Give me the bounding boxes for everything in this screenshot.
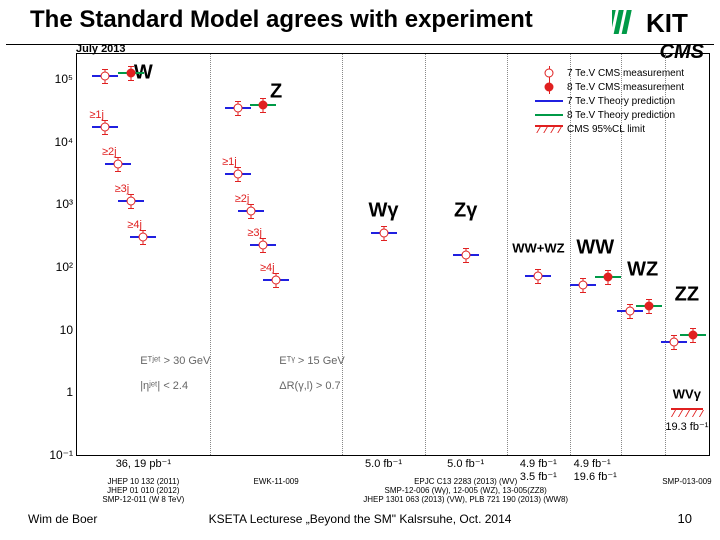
point-label: ≥3j bbox=[247, 227, 262, 239]
column-divider bbox=[210, 54, 211, 455]
column-lumi: 5.0 fb⁻¹ bbox=[447, 457, 484, 470]
column-ref: JHEP 10 132 (2011)JHEP 01 010 (2012)SMP-… bbox=[102, 477, 184, 504]
legend-label: 7 Te.V CMS measurement bbox=[567, 68, 684, 79]
y-tick-label: 1 bbox=[66, 385, 77, 399]
cut-note: Eᵀʲᵉᵗ > 30 GeV bbox=[140, 355, 210, 367]
legend-item: CMS 95%CL limit bbox=[535, 122, 697, 136]
cut-note: ΔR(γ,l) > 0.7 bbox=[279, 380, 340, 392]
data-point-icon bbox=[101, 71, 110, 80]
column-header: Z bbox=[270, 80, 282, 103]
data-point-icon bbox=[461, 250, 470, 259]
column-header: Wγ bbox=[369, 199, 399, 222]
y-tick-label: 10⁴ bbox=[54, 135, 77, 149]
data-point-icon bbox=[259, 241, 268, 250]
legend-item: 8 Te.V Theory prediction bbox=[535, 108, 697, 122]
data-point-icon bbox=[114, 159, 123, 168]
column-divider bbox=[621, 54, 622, 455]
cut-note: |ηʲᵉᵗ| < 2.4 bbox=[140, 380, 188, 392]
slide: The Standard Model agrees with experimen… bbox=[0, 0, 720, 540]
data-point-icon bbox=[272, 275, 281, 284]
column-header: WVγ bbox=[673, 387, 701, 402]
column-divider bbox=[507, 54, 508, 455]
column-lumi: 5.0 fb⁻¹ bbox=[365, 457, 402, 470]
kit-logo: KIT bbox=[612, 4, 712, 40]
y-tick-label: 10² bbox=[56, 260, 77, 274]
data-point-icon bbox=[259, 101, 268, 110]
y-tick-label: 10³ bbox=[56, 197, 77, 211]
point-label: ≥1j bbox=[222, 156, 237, 168]
column-divider bbox=[342, 54, 343, 455]
column-divider bbox=[665, 54, 666, 455]
cut-note: Eᵀᵞ > 15 GeV bbox=[279, 355, 344, 367]
slide-title: The Standard Model agrees with experimen… bbox=[30, 6, 533, 34]
column-ref: EWK-11-009 bbox=[253, 477, 298, 486]
legend-swatch-icon bbox=[535, 66, 563, 80]
legend-item: 7 Te.V Theory prediction bbox=[535, 94, 697, 108]
svg-text:KIT: KIT bbox=[646, 8, 688, 38]
data-point-icon bbox=[578, 280, 587, 289]
column-header: ZZ bbox=[675, 284, 699, 307]
footer-author: Wim de Boer bbox=[28, 512, 97, 526]
legend-swatch-icon bbox=[535, 94, 563, 108]
data-point-icon bbox=[126, 68, 135, 77]
point-label: ≥1j bbox=[89, 109, 104, 121]
column-header: WW+WZ bbox=[512, 241, 564, 256]
data-point-icon bbox=[101, 122, 110, 131]
column-header: WW bbox=[576, 237, 614, 260]
point-label: ≥4j bbox=[260, 262, 275, 274]
y-tick-label: 10⁵ bbox=[55, 72, 77, 86]
data-point-icon bbox=[603, 273, 612, 282]
legend: 7 Te.V CMS measurement 8 Te.V CMS measure… bbox=[531, 62, 701, 140]
data-point-icon bbox=[139, 232, 148, 241]
legend-item: 7 Te.V CMS measurement bbox=[535, 66, 697, 80]
point-label: ≥3j bbox=[115, 183, 130, 195]
column-lumi: 36, 19 pb⁻¹ bbox=[116, 457, 171, 470]
y-tick-label: 10⁻¹ bbox=[49, 448, 77, 462]
legend-swatch-icon bbox=[535, 108, 563, 122]
column-divider bbox=[425, 54, 426, 455]
legend-swatch-icon bbox=[535, 80, 563, 94]
point-label: ≥4j bbox=[127, 219, 142, 231]
data-point-icon bbox=[246, 206, 255, 215]
column-ref: SMP-013-009 bbox=[662, 477, 711, 486]
data-point-icon bbox=[670, 338, 679, 347]
data-point-icon bbox=[234, 103, 243, 112]
column-lumi: 19.3 fb⁻¹ bbox=[665, 420, 708, 433]
data-point-icon bbox=[234, 170, 243, 179]
legend-item: 8 Te.V CMS measurement bbox=[535, 80, 697, 94]
column-divider bbox=[570, 54, 571, 455]
footer-page: 10 bbox=[678, 511, 692, 526]
legend-label: 8 Te.V CMS measurement bbox=[567, 82, 684, 93]
legend-swatch-icon bbox=[535, 122, 563, 136]
y-tick-label: 10 bbox=[60, 323, 77, 337]
data-point-icon bbox=[379, 228, 388, 237]
legend-label: CMS 95%CL limit bbox=[567, 124, 645, 135]
plot-container: July 2013 CMS Production Cross Section, … bbox=[6, 44, 714, 494]
data-point-icon bbox=[689, 330, 698, 339]
column-lumi: 4.9 fb⁻¹3.5 fb⁻¹ bbox=[520, 457, 557, 483]
footer-caption: KSETA Lecturese „Beyond the SM" Kalsrsuh… bbox=[209, 512, 512, 526]
column-header: Zγ bbox=[454, 199, 477, 222]
column-header: WZ bbox=[627, 259, 658, 282]
column-lumi: 4.9 fb⁻¹19.6 fb⁻¹ bbox=[574, 457, 617, 483]
point-label: ≥2j bbox=[102, 146, 117, 158]
point-label: ≥2j bbox=[235, 193, 250, 205]
plot-area: 7 Te.V CMS measurement 8 Te.V CMS measure… bbox=[76, 53, 710, 456]
data-point-icon bbox=[644, 301, 653, 310]
data-point-icon bbox=[126, 197, 135, 206]
data-point-icon bbox=[534, 272, 543, 281]
data-point-icon bbox=[626, 306, 635, 315]
